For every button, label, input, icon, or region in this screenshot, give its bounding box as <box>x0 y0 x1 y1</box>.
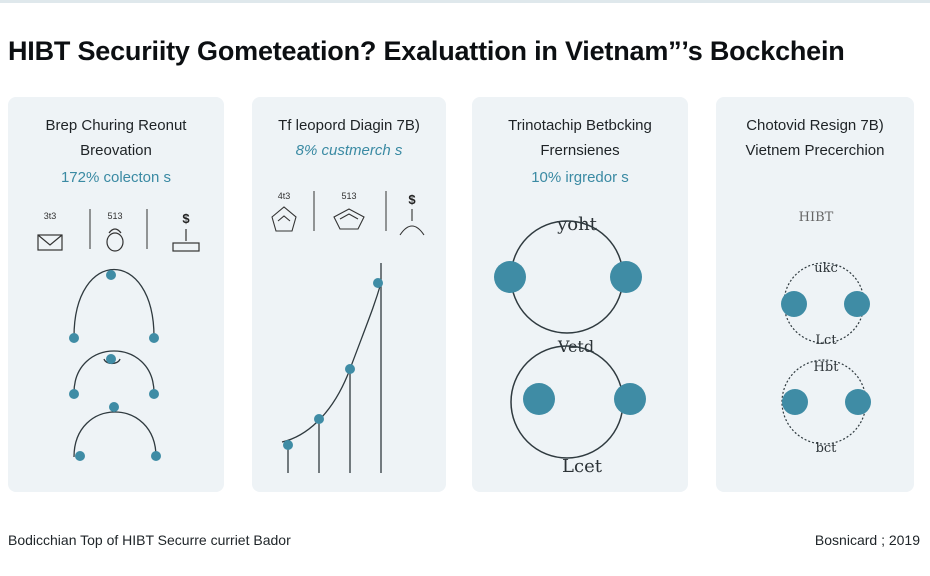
panel-partnership: Trinotachip Betbcking Frernsienes 10% ir… <box>472 97 688 492</box>
ring-node <box>614 383 646 415</box>
icon-3-label: $ <box>182 211 190 226</box>
ring-node <box>523 383 555 415</box>
panel-1-diagram: 3t3 513 $ <box>37 209 200 461</box>
panel-1-stat: 172% colecton s <box>60 169 172 186</box>
icon-1-label: 4t3 <box>278 191 291 201</box>
ring-label: ukc <box>814 261 838 276</box>
shield-icon <box>333 208 365 230</box>
footer-source: Bosnicard ; 2019 <box>814 532 920 548</box>
dollar-user-icon <box>172 229 200 252</box>
panel-3-stat: 10% irgredor s <box>531 169 629 186</box>
glyph-label: HIBT <box>799 210 834 225</box>
panel-leopard-diagram: Tf leopord Diagin 7B) 8% custmerch s 4t3… <box>252 97 446 492</box>
panel-4-heading: Chotovid Resign 7B) <box>746 117 884 134</box>
growth-curve <box>281 282 382 443</box>
panel-4-diagram: HIBT ukc Lct Hbt bct <box>781 210 871 456</box>
ring-label: bct <box>816 441 838 456</box>
panel-2-stat: 8% custmerch s <box>295 142 403 159</box>
footer-caption: Bodicchian Top of HIBT Securre curriet B… <box>8 532 291 548</box>
ring-label: Lct <box>815 333 837 348</box>
circle-label-bottom: Lcet <box>562 456 603 477</box>
top-divider <box>0 0 930 3</box>
panel-3-heading: Trinotachip Betbcking <box>508 117 652 134</box>
icon-3-label: $ <box>408 192 416 207</box>
panel-4-subheading: Vietnem Precerchion <box>745 142 885 159</box>
growth-columns <box>287 263 382 473</box>
ring-node <box>845 389 871 415</box>
panel-1-heading: Brep Churing Reonut <box>45 117 187 134</box>
shield-icon <box>271 206 297 232</box>
panel-2-heading: Tf leopord Diagin 7B) <box>278 117 420 134</box>
graph-nodes <box>69 270 161 461</box>
page-title: HIBT Securiity Gometeation? Exaluattion … <box>8 36 845 66</box>
dollar-user-icon <box>399 209 425 236</box>
panel-network-rounds: Brep Churing Reonut Breovation 172% cole… <box>8 97 224 492</box>
icon-2-label: 513 <box>341 191 356 201</box>
ring-node <box>844 291 870 317</box>
lock-icon <box>106 228 124 252</box>
ring-node <box>494 261 526 293</box>
ring-node <box>782 389 808 415</box>
ring-node <box>781 291 807 317</box>
panel-3-subheading: Frernsienes <box>540 142 620 159</box>
circle-label-top: yoht <box>556 214 598 235</box>
envelope-icon <box>37 234 63 251</box>
panel-3-diagram: yoht Vetd Lcet <box>494 214 646 477</box>
ring-label: Hbt <box>814 360 840 375</box>
icon-1-label: 3t3 <box>44 211 57 221</box>
icon-2-label: 513 <box>107 211 122 221</box>
panel-design-research: Chotovid Resign 7B) Vietnem Precerchion … <box>716 97 914 492</box>
arc-graph-1 <box>73 269 157 458</box>
growth-nodes <box>283 278 383 450</box>
panel-1-subheading: Breovation <box>80 142 152 159</box>
panel-2-diagram: 4t3 513 $ <box>271 191 425 473</box>
ring-node <box>610 261 642 293</box>
ring-top <box>510 220 624 334</box>
